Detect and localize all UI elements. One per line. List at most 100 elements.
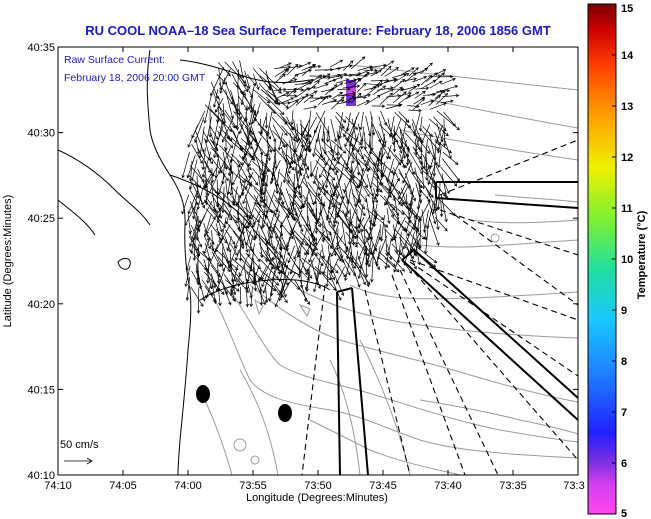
y-tick-label: 40:25 [27,213,55,225]
current-vector [342,60,354,72]
current-vector [286,63,299,76]
current-vector [330,119,338,143]
current-vector [272,124,286,148]
current-vector [386,144,392,160]
colorbar-tick-label: 13 [621,101,633,113]
current-vector [364,186,376,200]
colorbar-ticks: 5 6 7 8 9 10 11 12 13 14 15 [612,3,634,519]
current-vector [238,286,243,305]
current-vector [356,82,367,93]
current-vector [429,153,435,169]
current-vector [277,132,283,151]
current-vector [385,179,401,195]
current-vector [308,244,317,263]
current-vector [384,224,389,257]
current-vector [216,151,223,174]
current-vector [222,103,227,125]
current-vector [230,280,239,296]
current-vector [384,67,400,77]
current-vector [315,94,333,99]
current-vector [370,249,380,271]
current-vector [436,181,441,211]
current-vector [351,92,362,103]
current-vector [373,187,379,204]
colorbar-tick-label: 11 [621,203,633,215]
current-vector [429,102,447,110]
current-vector [390,203,405,215]
current-vector [239,60,245,79]
current-vector [238,154,252,171]
current-vector [289,201,297,222]
current-vector [439,200,444,218]
x-tick-label: 73:50 [304,480,332,492]
current-vector [298,166,309,189]
current-vector [325,194,332,222]
current-vector [234,237,245,262]
current-vector [363,68,378,73]
current-vector [329,75,344,82]
current-vector [317,252,339,274]
current-vector [310,96,324,103]
current-vector [225,279,240,292]
current-vector [204,285,217,302]
current-vector [219,144,241,168]
current-vector [301,158,310,179]
current-vector [237,75,249,93]
current-vector [268,270,275,302]
current-vector [289,258,297,275]
current-vector [244,70,251,90]
current-vector [185,256,192,272]
current-vector [364,256,369,278]
current-vector [351,144,355,165]
current-vector [216,193,226,224]
colorbar-tick-label: 9 [621,305,627,317]
current-vector [302,139,311,153]
current-vector [401,67,415,76]
current-vector [215,97,224,113]
current-vector [304,236,316,256]
current-vector [441,77,456,85]
current-vector [187,214,193,235]
current-vector [274,196,282,217]
current-vector [295,93,309,106]
current-vector [257,123,270,134]
current-vector [258,131,276,153]
current-vector [371,229,381,256]
current-vector [280,189,290,211]
current-vector [399,130,407,160]
current-vector [426,72,438,82]
current-vector [398,94,411,104]
current-vector [195,209,199,231]
current-vector [268,124,277,143]
current-vector [219,112,231,140]
current-vector [423,209,429,234]
current-vector [421,209,428,241]
current-vector [211,278,217,305]
current-vector [261,258,273,281]
x-axis: 74:10 74:05 74:00 73:55 73:50 73:45 73:40 73:35… [44,47,585,492]
current-vector [288,73,299,83]
current-vector [404,172,417,202]
current-vector [232,61,247,87]
x-tick-label: 73:35 [499,480,527,492]
current-vector [434,90,446,99]
current-vector [366,243,374,264]
current-vector [322,180,327,197]
current-vector [420,79,437,90]
current-vector [399,153,406,169]
current-vector [408,108,422,113]
current-vector [282,89,297,94]
current-vector [302,189,310,209]
current-vector [332,201,338,228]
current-vector [245,241,261,263]
current-vector [268,209,276,230]
current-vector [203,259,213,290]
current-vector [392,161,401,176]
current-vector [265,111,273,138]
current-vector [392,125,397,153]
current-vector [277,181,282,202]
y-tick-label: 40:15 [27,384,55,396]
current-vector [285,168,291,184]
current-vector [258,187,262,208]
current-vector [282,160,289,184]
